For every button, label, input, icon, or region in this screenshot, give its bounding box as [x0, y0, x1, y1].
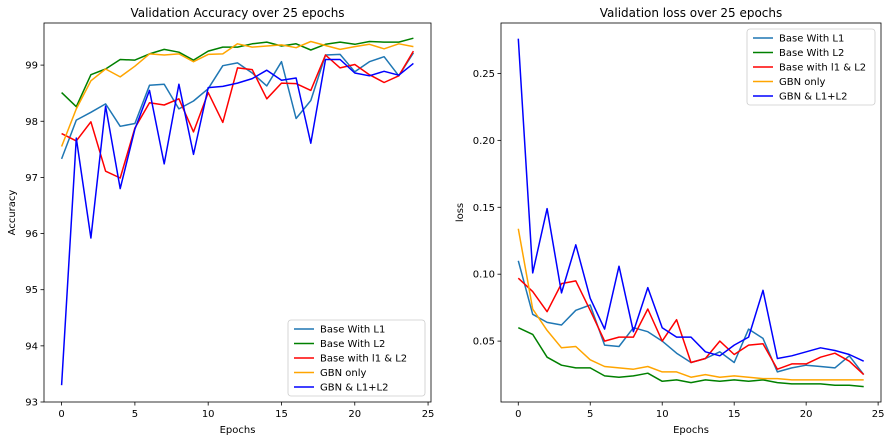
x-tick-label: 15 [275, 409, 288, 420]
legend-entry: GBN & L1+L2 [320, 383, 389, 394]
y-tick-label: 96 [25, 229, 38, 240]
legend-box [287, 319, 426, 397]
legend-box [746, 28, 876, 106]
series-line-4 [60, 58, 414, 386]
plot-frame [500, 22, 882, 403]
x-tick-label: 10 [202, 409, 215, 420]
series-line-1 [61, 37, 414, 108]
plot-frame [43, 22, 432, 403]
y-tick-label: 97 [25, 173, 38, 184]
y-tick-label: 0.20 [473, 136, 495, 147]
y-axis-label: Accuracy [7, 190, 18, 236]
series-line-0 [517, 260, 865, 376]
x-tick-label: 0 [58, 409, 64, 420]
legend-entry: Base With L2 [320, 339, 385, 350]
y-tick-label: 99 [25, 61, 38, 72]
x-tick-label: 10 [656, 409, 669, 420]
y-tick-label: 94 [25, 341, 38, 352]
legend-entry: Base With L1 [779, 34, 844, 45]
loss-chart: Validation loss over 25 epochs 0 5 10 15 20 25… [455, 6, 884, 436]
series-line-1 [517, 327, 864, 388]
series-line-0 [60, 52, 415, 160]
legend: Base With L1 Base With L2 Base with l1 & L… [746, 28, 876, 106]
x-tick-label: 25 [872, 409, 885, 420]
x-tick-label: 5 [587, 409, 593, 420]
legend-entry: Base with l1 & L2 [779, 63, 866, 74]
legend-entry: Base with l1 & L2 [320, 354, 407, 365]
x-tick-label: 20 [800, 409, 813, 420]
accuracy-chart: Validation Accuracy over 25 epochs 0 5 10 15… [7, 6, 434, 436]
x-axis-label: Epochs [673, 425, 709, 436]
legend: Base With L1 Base With L2 Base with l1 & L… [287, 319, 426, 397]
y-tick-label: 0.25 [473, 69, 495, 80]
x-tick-label: 0 [515, 409, 521, 420]
y-tick-label: 0.05 [473, 337, 495, 348]
x-tick-label: 20 [348, 409, 361, 420]
y-tick-label: 0.15 [473, 203, 495, 214]
series-line-2 [61, 50, 415, 179]
legend-entry: Base With L2 [779, 48, 844, 59]
y-tick-label: 95 [25, 285, 38, 296]
series-line-3 [60, 40, 414, 147]
x-tick-label: 5 [132, 409, 138, 420]
x-tick-label: 15 [728, 409, 741, 420]
legend-entry: GBN & L1+L2 [779, 92, 848, 103]
chart-title: Validation loss over 25 epochs [600, 6, 783, 20]
y-tick-label: 93 [25, 398, 38, 409]
series-line-3 [517, 228, 864, 381]
legend-entry: GBN only [779, 77, 826, 88]
y-axis-label: loss [455, 203, 466, 222]
y-tick-label: 0.10 [473, 270, 495, 281]
y-tick-label: 98 [25, 117, 38, 128]
legend-entry: GBN only [320, 368, 367, 379]
series-line-2 [517, 277, 865, 376]
x-tick-label: 25 [422, 409, 435, 420]
chart-title: Validation Accuracy over 25 epochs [130, 6, 344, 20]
x-axis-label: Epochs [220, 425, 256, 436]
series-line-4 [517, 38, 865, 362]
legend-entry: Base With L1 [320, 325, 385, 336]
